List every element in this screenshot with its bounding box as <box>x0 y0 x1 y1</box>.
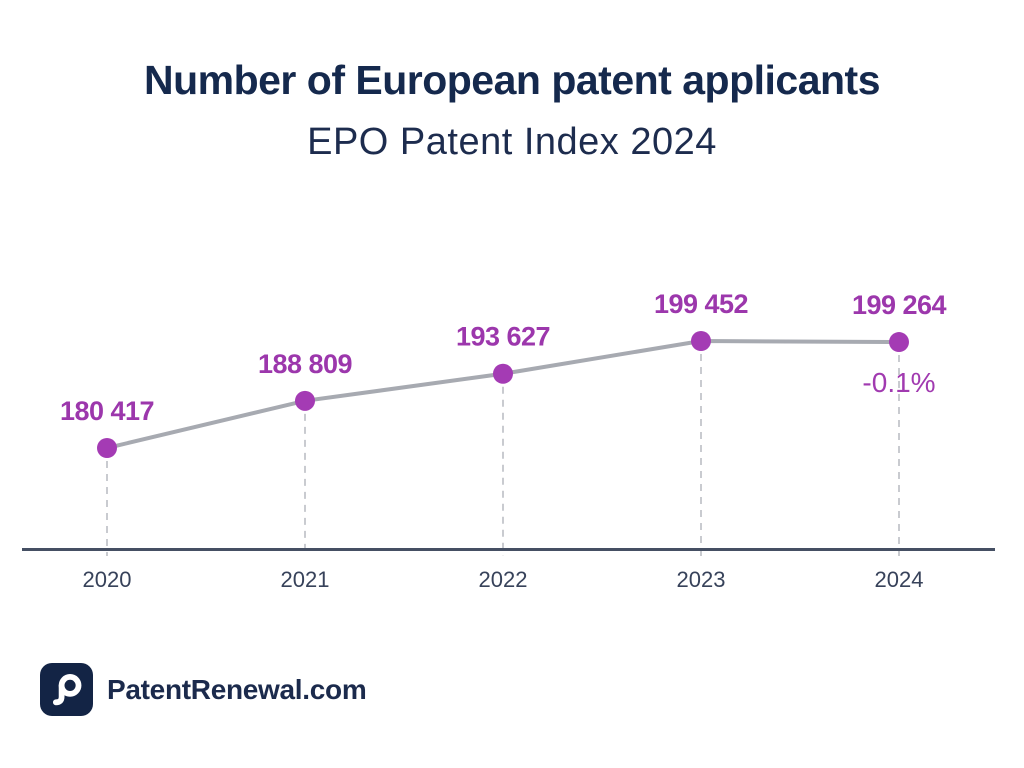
point-value-label: 199 452 <box>654 289 748 319</box>
point-value-label: 193 627 <box>456 322 550 352</box>
point-value-label: 188 809 <box>258 349 353 379</box>
x-tick-label: 2022 <box>479 567 528 592</box>
point-value-label: 180 417 <box>60 396 154 426</box>
data-point <box>97 438 117 458</box>
brand-footer: PatentRenewal.com <box>40 663 367 716</box>
brand-name: PatentRenewal.com <box>107 673 367 705</box>
x-tick-label: 2021 <box>281 567 330 592</box>
change-annotation: -0.1% <box>862 367 935 398</box>
data-point <box>691 331 711 351</box>
magnifier-p-icon <box>52 673 81 705</box>
chart-subtitle: EPO Patent Index 2024 <box>307 121 717 163</box>
x-tick-label: 2023 <box>677 567 726 592</box>
point-value-label: 199 264 <box>852 290 947 320</box>
chart-title: Number of European patent applicants <box>143 57 881 103</box>
x-tick-label: 2020 <box>83 567 132 592</box>
patentrenewal-logo <box>40 663 93 716</box>
line-chart: 180 417 188 809 193 627 199 452 199 264 2020 2… <box>22 289 995 592</box>
data-point <box>889 332 909 353</box>
x-tick-label: 2024 <box>875 567 924 592</box>
data-point <box>295 390 315 411</box>
data-point <box>493 363 513 384</box>
